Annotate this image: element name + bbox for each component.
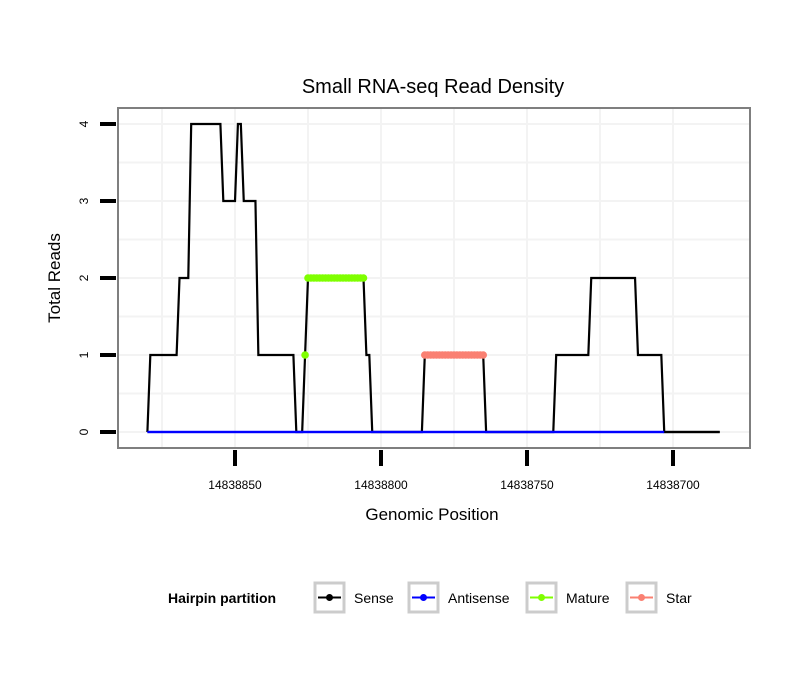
x-axis: 14838850 14838800 14838750 14838700 xyxy=(208,450,700,492)
legend-key-point xyxy=(326,594,333,601)
x-tick-label: 14838800 xyxy=(354,478,408,492)
legend-item-antisense: Antisense xyxy=(407,581,510,614)
chart-title: Small RNA-seq Read Density xyxy=(302,76,564,98)
legend-label: Mature xyxy=(566,590,610,606)
y-tick-label: 0 xyxy=(77,428,91,435)
x-tick-label: 14838750 xyxy=(500,478,554,492)
x-tick-label: 14838850 xyxy=(208,478,262,492)
legend-item-mature: Mature xyxy=(525,581,610,614)
legend-label: Sense xyxy=(354,590,394,606)
data-point-mature xyxy=(359,274,368,282)
series-layer xyxy=(146,122,720,434)
x-axis-label: Genomic Position xyxy=(365,505,498,524)
y-tick-label: 4 xyxy=(77,120,91,127)
legend-title: Hairpin partition xyxy=(168,590,276,606)
legend-key-point xyxy=(638,594,645,601)
x-tick-label: 14838700 xyxy=(646,478,700,492)
data-point-mature xyxy=(301,351,309,359)
data-point-star xyxy=(479,351,488,359)
legend-label: Star xyxy=(666,590,692,606)
legend-item-sense: Sense xyxy=(313,581,394,614)
legend-key-point xyxy=(538,594,545,601)
legend: Hairpin partition Sense Antisense Mature St… xyxy=(168,581,692,614)
legend-key-point xyxy=(420,594,427,601)
y-axis-label: Total Reads xyxy=(45,233,64,323)
legend-item-star: Star xyxy=(625,581,692,614)
legend-label: Antisense xyxy=(448,590,510,606)
y-tick-label: 2 xyxy=(77,274,91,281)
y-tick-label: 3 xyxy=(77,197,91,204)
y-tick-label: 1 xyxy=(77,351,91,358)
y-axis: 0 1 2 3 4 xyxy=(77,120,116,435)
